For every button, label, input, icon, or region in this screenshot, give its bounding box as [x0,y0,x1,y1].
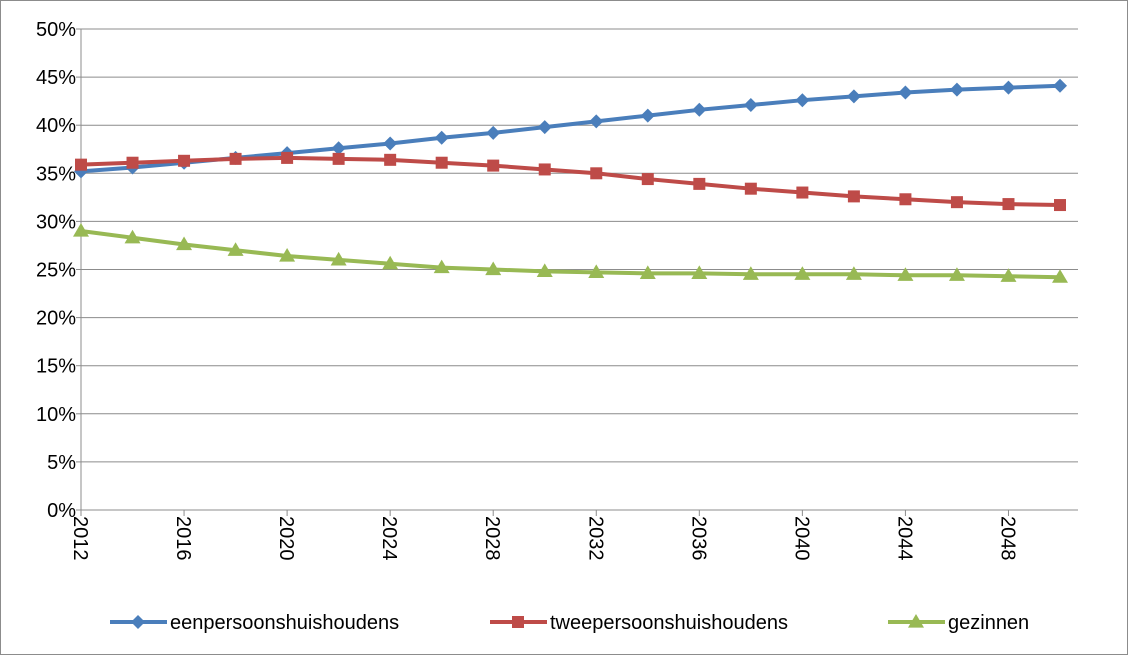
data-point [796,186,809,199]
data-point [330,251,347,266]
series-gezinnen [73,223,1068,283]
y-axis-ticks: 0% 5% 10% 15% 20% 25% 30% 35% 40% 45% 50% [36,19,76,522]
data-point [691,265,708,279]
data-point [639,265,656,279]
data-point [331,141,346,156]
data-point [908,614,924,628]
data-point [743,97,758,112]
legend-item: tweepersoonshuishoudens [490,612,788,634]
data-point [590,167,603,180]
data-point [227,242,244,256]
x-tick-label: 2028 [481,516,503,561]
x-tick-label: 2044 [893,516,915,561]
data-point [744,182,757,195]
x-tick-label: 2032 [584,516,606,561]
x-tick-label: 2048 [996,516,1018,561]
y-tick-label: 20% [36,308,76,330]
series-tweepersoonshuishoudens [75,151,1066,212]
data-point [949,82,964,97]
data-point [281,151,294,164]
data-point [641,173,654,186]
legend-item: gezinnen [888,612,1029,634]
data-point [1002,198,1015,211]
y-tick-label: 15% [36,356,76,378]
x-tick-label: 2024 [378,516,400,561]
data-point [433,259,450,274]
series-layer [73,78,1068,283]
data-point [536,263,553,278]
legend-label: eenpersoonshuishoudens [170,612,399,634]
data-point [950,196,963,209]
data-point [126,156,139,169]
data-point [434,130,449,145]
legend-item: eenpersoonshuishoudens [110,612,399,634]
data-point [1054,199,1066,212]
data-point [124,229,141,244]
data-point [75,158,87,171]
data-point [794,266,811,280]
data-point [382,255,399,270]
data-point [537,120,552,135]
data-point [589,114,604,129]
data-point [948,267,965,281]
data-point [795,93,810,108]
x-tick-label: 2040 [790,516,812,561]
data-point [742,266,759,280]
y-tick-label: 50% [36,19,76,41]
x-axis-ticks: 2012 2016 2020 2024 2028 2032 2036 2040 2044 2048 [69,510,1018,561]
x-tick-label: 2012 [69,516,91,561]
legend-label: gezinnen [948,612,1029,634]
data-point [692,102,707,117]
y-tick-label: 35% [36,163,76,185]
data-point [512,616,524,628]
data-point [898,85,913,100]
data-point [538,163,551,176]
series-line [80,229,1061,280]
data-point [384,153,397,166]
data-point [846,89,861,104]
data-point [383,136,398,151]
y-tick-label: 10% [36,404,76,426]
data-point [1001,80,1016,95]
data-point [1000,268,1017,282]
data-point [487,159,500,172]
data-point [1052,269,1068,283]
y-tick-label: 25% [36,260,76,282]
data-point [485,261,502,276]
data-point [845,266,862,280]
data-point [899,193,912,206]
data-point [486,125,501,140]
x-tick-label: 2036 [687,516,709,561]
data-point [332,152,345,165]
data-point [279,248,296,262]
y-tick-label: 40% [36,115,76,137]
data-point [640,108,655,123]
data-point [176,236,193,251]
y-tick-label: 0% [47,500,76,522]
gridlines [76,28,1078,511]
data-point [1053,78,1067,93]
y-tick-label: 30% [36,211,76,233]
data-point [131,615,145,629]
data-point [693,177,706,190]
data-point [897,267,914,281]
data-point [435,156,448,169]
series-line [80,155,1061,208]
legend-label: tweepersoonshuishoudens [550,612,788,634]
data-point [73,223,89,237]
x-tick-label: 2020 [275,516,297,561]
data-point [178,154,191,167]
series-eenpersoonshuishoudens [74,78,1067,179]
legend: eenpersoonshuishoudens tweepersoonshuisho… [110,612,1029,634]
y-tick-label: 5% [47,452,76,474]
data-point [229,152,242,165]
data-point [588,264,605,278]
x-tick-label: 2016 [172,516,194,561]
data-point [847,190,860,203]
y-tick-label: 45% [36,67,76,89]
